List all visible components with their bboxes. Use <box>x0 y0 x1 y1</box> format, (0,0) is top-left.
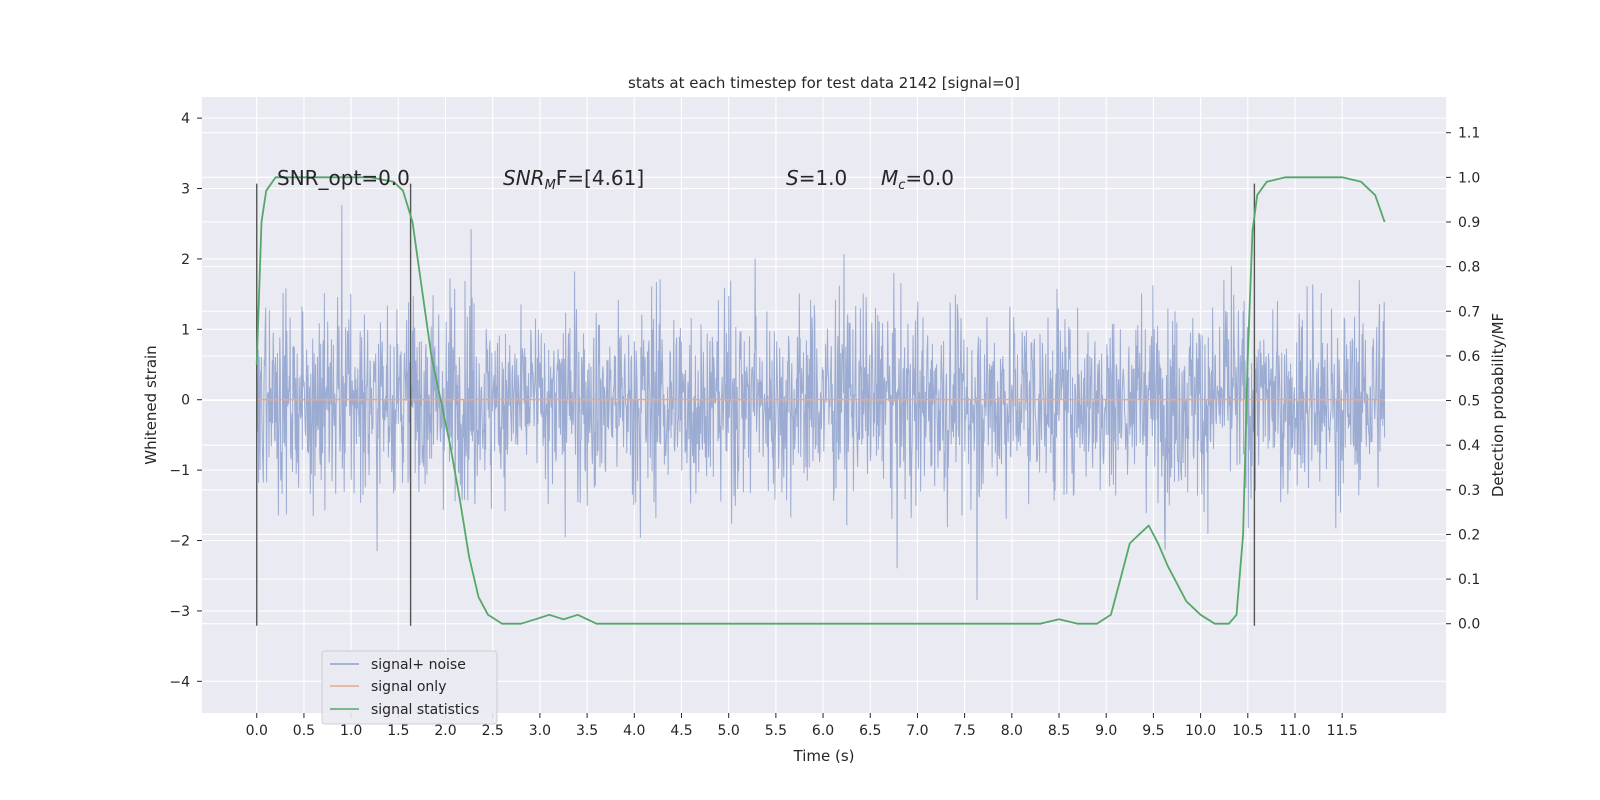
x-tick-label: 10.5 <box>1232 723 1263 739</box>
y-tick-label: −3 <box>169 604 190 620</box>
y-tick-label: −2 <box>169 534 190 550</box>
s-annotation: S=1.0 <box>786 166 847 190</box>
s-main: S <box>786 166 799 190</box>
x-tick-label: 7.0 <box>906 723 928 739</box>
x-tick-label: 5.0 <box>718 723 740 739</box>
x-tick-label: 2.0 <box>434 723 456 739</box>
y-tick-label: −4 <box>169 674 190 690</box>
mc-main: M <box>881 166 898 190</box>
snr-mf-sub: M <box>545 178 556 193</box>
y2-tick-label: 0.4 <box>1458 438 1480 454</box>
y2-tick-label: 0.3 <box>1458 483 1480 499</box>
x-tick-label: 5.5 <box>765 723 787 739</box>
x-axis-title: Time (s) <box>793 747 855 765</box>
y2-tick-label: 1.0 <box>1458 170 1480 186</box>
y2-tick-label: 0.1 <box>1458 572 1480 588</box>
legend-label-signal-only: signal only <box>371 679 446 695</box>
tick-labels: 0.0 0.5 1.0 1.5 2.0 2.5 3.0 3.5 4.0 4.5 5.0 5.5 6.0 6… <box>169 111 1480 739</box>
x-tick-label: 3.0 <box>529 723 551 739</box>
x-tick-label: 9.5 <box>1142 723 1164 739</box>
x-tick-label: 1.0 <box>340 723 362 739</box>
x-tick-label: 9.0 <box>1095 723 1117 739</box>
y-tick-label: −1 <box>169 463 190 479</box>
x-tick-label: 0.5 <box>293 723 315 739</box>
signal-statistics-series <box>255 176 1386 625</box>
x-tick-label: 11.5 <box>1327 723 1358 739</box>
x-tick-label: 4.0 <box>623 723 645 739</box>
y-tick-label: 4 <box>181 111 190 127</box>
y2-tick-label: 0.0 <box>1458 617 1480 633</box>
y2-tick-label: 0.6 <box>1458 349 1480 365</box>
signal-plus-noise-series <box>256 205 1386 600</box>
y2-tick-label: 0.2 <box>1458 527 1480 543</box>
x-tick-label: 0.0 <box>246 723 268 739</box>
y-tick-label: 1 <box>181 322 190 338</box>
mc-sub: c <box>898 178 905 193</box>
s-rest: =1.0 <box>799 166 848 190</box>
legend-label-statistics: signal statistics <box>371 702 479 718</box>
y-axis-title: Whitened strain <box>142 345 160 464</box>
x-tick-label: 6.0 <box>812 723 834 739</box>
x-tick-label: 8.5 <box>1048 723 1070 739</box>
x-tick-label: 7.5 <box>954 723 976 739</box>
y-tick-label: 0 <box>181 393 190 409</box>
x-tick-label: 8.0 <box>1001 723 1023 739</box>
vertical-markers <box>256 183 1256 626</box>
mc-annotation: Mc=0.0 <box>881 166 954 193</box>
snr-opt-annotation: SNR_opt=0.0 <box>277 166 410 190</box>
y2-tick-label: 0.5 <box>1458 394 1480 410</box>
mc-rest: =0.0 <box>905 166 954 190</box>
x-tick-label: 1.5 <box>387 723 409 739</box>
x-tick-label: 2.5 <box>482 723 504 739</box>
y-tick-label: 2 <box>181 252 190 268</box>
legend-box <box>321 650 498 725</box>
x-tick-label: 10.0 <box>1185 723 1216 739</box>
y2-tick-label: 0.9 <box>1458 215 1480 231</box>
snr-mf-rest: F=[4.61] <box>556 166 644 190</box>
x-tick-label: 11.0 <box>1279 723 1310 739</box>
y2-tick-label: 1.1 <box>1458 126 1480 142</box>
legend-label-noise: signal+ noise <box>371 657 466 673</box>
y2-axis-title: Detection probability/MF <box>1489 313 1507 497</box>
y-tick-label: 3 <box>181 182 190 198</box>
snr-mf-main: SNR <box>503 166 545 190</box>
chart-title: stats at each timestep for test data 214… <box>628 74 1020 92</box>
y2-tick-label: 0.7 <box>1458 304 1480 320</box>
x-tick-label: 6.5 <box>859 723 881 739</box>
y2-tick-label: 0.8 <box>1458 260 1480 276</box>
x-tick-label: 3.5 <box>576 723 598 739</box>
x-tick-label: 4.5 <box>670 723 692 739</box>
snr-mf-annotation: SNRMF=[4.61] <box>503 166 644 193</box>
legend: signal+ noise signal only signal statist… <box>321 650 498 725</box>
signal-plus-noise-line <box>256 205 1386 600</box>
signal-statistics-line <box>255 176 1386 625</box>
